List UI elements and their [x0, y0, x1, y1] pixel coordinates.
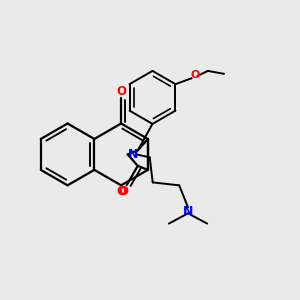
Text: O: O — [191, 70, 200, 80]
Text: O: O — [116, 85, 126, 98]
Text: O: O — [119, 185, 129, 198]
Text: N: N — [128, 148, 138, 161]
Text: O: O — [117, 185, 127, 198]
Text: N: N — [183, 205, 194, 218]
